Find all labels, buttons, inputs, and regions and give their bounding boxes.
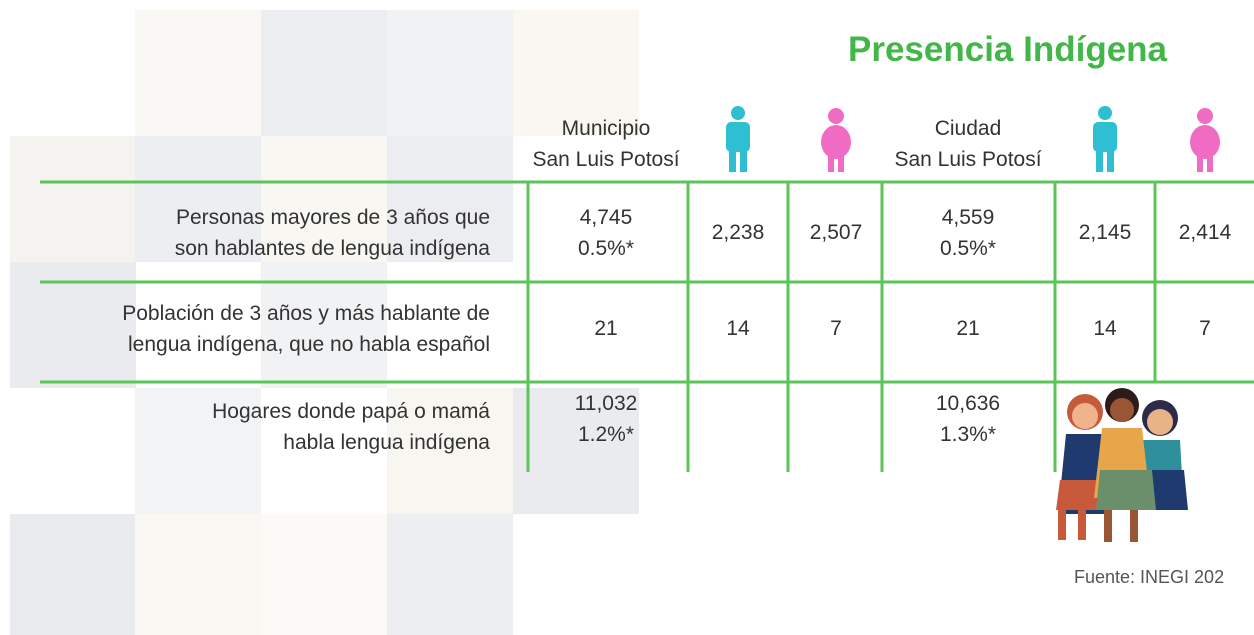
cell: 14 xyxy=(726,313,749,344)
cell: 10,636 xyxy=(936,388,1000,419)
cell: 14 xyxy=(1093,313,1116,344)
column-header: San Luis Potosí xyxy=(894,144,1041,175)
row-label: habla lengua indígena xyxy=(283,427,490,458)
cell: 7 xyxy=(1199,313,1211,344)
cell: 2,507 xyxy=(810,217,863,248)
cell: 2,238 xyxy=(712,217,765,248)
cell: 0.5%* xyxy=(940,233,996,264)
cell: 0.5%* xyxy=(578,233,634,264)
man-icon xyxy=(1093,106,1117,172)
cell: 21 xyxy=(594,313,617,344)
row-label: Hogares donde papá o mamá xyxy=(212,396,490,427)
row-label: Personas mayores de 3 años que xyxy=(176,202,490,233)
cell: 4,745 xyxy=(580,202,633,233)
cell: 21 xyxy=(956,313,979,344)
cell: 11,032 xyxy=(575,388,638,419)
cell: 2,145 xyxy=(1079,217,1132,248)
cell: 7 xyxy=(830,313,842,344)
page: Presencia Indígena Fuente: INEGI 202 Mun… xyxy=(0,0,1254,635)
title: Presencia Indígena xyxy=(848,28,1167,72)
column-header: San Luis Potosí xyxy=(532,144,679,175)
source: Fuente: INEGI 202 xyxy=(1074,562,1224,593)
row-label: lengua indígena, que no habla español xyxy=(128,329,490,360)
man-icon xyxy=(726,106,750,172)
woman-icon xyxy=(821,108,851,172)
row-label: Población de 3 años y más hablante de xyxy=(122,298,490,329)
cell: 1.3%* xyxy=(940,419,996,450)
row-label: son hablantes de lengua indígena xyxy=(175,233,490,264)
column-header: Municipio xyxy=(562,113,651,144)
illustration xyxy=(1056,388,1188,542)
cell: 2,414 xyxy=(1179,217,1232,248)
column-header: Ciudad xyxy=(935,113,1002,144)
cell: 4,559 xyxy=(942,202,995,233)
woman-icon xyxy=(1190,108,1220,172)
cell: 1.2%* xyxy=(578,419,634,450)
